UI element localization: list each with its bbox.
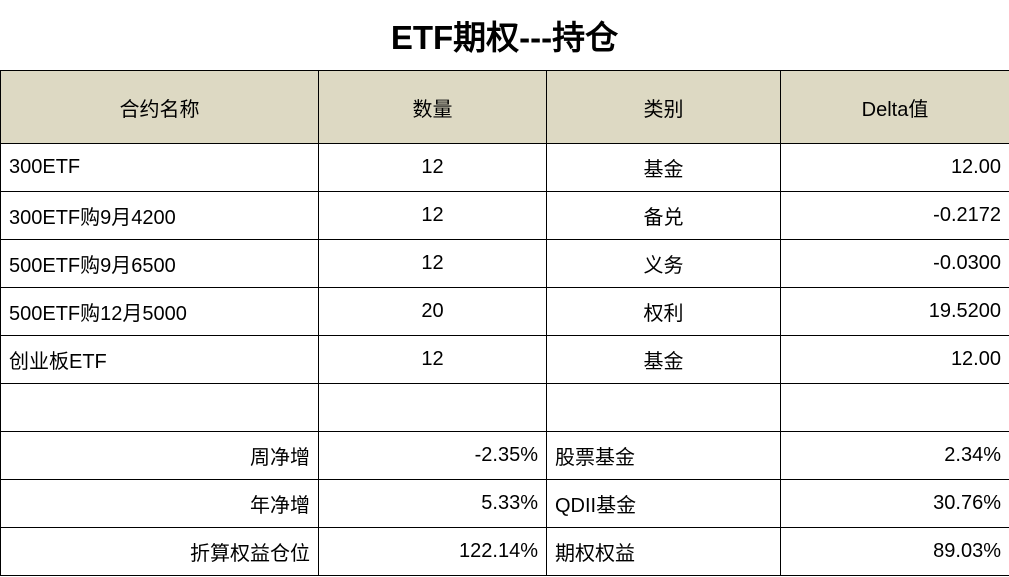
summary-label-2: 期权权益 (546, 527, 781, 576)
summary-value-2: 2.34% (780, 431, 1009, 480)
column-header-category: 类别 (546, 70, 781, 144)
table-row: 500ETF购9月6500 12 义务 -0.0300 (0, 239, 1009, 288)
title-bar: ETF期权---持仓 (0, 0, 1009, 70)
cell-category: 权利 (546, 287, 781, 336)
cell-category: 基金 (546, 335, 781, 384)
cell-delta: 19.5200 (780, 287, 1009, 336)
header-row: 合约名称 数量 类别 Delta值 (0, 70, 1009, 144)
cell-quantity: 12 (318, 239, 547, 288)
summary-label: 折算权益仓位 (0, 527, 319, 576)
page-title: ETF期权---持仓 (390, 19, 619, 56)
table-row: 500ETF购12月5000 20 权利 19.5200 (0, 287, 1009, 336)
cell-delta: -0.2172 (780, 191, 1009, 240)
cell-delta: -0.0300 (780, 239, 1009, 288)
column-header-quantity: 数量 (318, 70, 547, 144)
cell-contract-name: 500ETF购12月5000 (0, 287, 319, 336)
table-row: 300ETF 12 基金 12.00 (0, 143, 1009, 192)
summary-row: 年净增 5.33% QDII基金 30.76% (0, 479, 1009, 528)
summary-value-2: 30.76% (780, 479, 1009, 528)
summary-value: -2.35% (318, 431, 547, 480)
cell-quantity: 20 (318, 287, 547, 336)
summary-row: 折算权益仓位 122.14% 期权权益 89.03% (0, 527, 1009, 576)
empty-row (0, 383, 1009, 432)
empty-cell (546, 383, 781, 432)
summary-row: 周净增 -2.35% 股票基金 2.34% (0, 431, 1009, 480)
summary-value: 122.14% (318, 527, 547, 576)
table-row: 300ETF购9月4200 12 备兑 -0.2172 (0, 191, 1009, 240)
empty-cell (0, 383, 319, 432)
cell-contract-name: 300ETF (0, 143, 319, 192)
summary-label: 年净增 (0, 479, 319, 528)
summary-value: 5.33% (318, 479, 547, 528)
cell-contract-name: 500ETF购9月6500 (0, 239, 319, 288)
cell-category: 义务 (546, 239, 781, 288)
cell-contract-name: 300ETF购9月4200 (0, 191, 319, 240)
cell-category: 基金 (546, 143, 781, 192)
empty-cell (780, 383, 1009, 432)
cell-delta: 12.00 (780, 335, 1009, 384)
cell-quantity: 12 (318, 335, 547, 384)
summary-value-2: 89.03% (780, 527, 1009, 576)
cell-category: 备兑 (546, 191, 781, 240)
summary-label-2: 股票基金 (546, 431, 781, 480)
cell-quantity: 12 (318, 143, 547, 192)
cell-quantity: 12 (318, 191, 547, 240)
cell-contract-name: 创业板ETF (0, 335, 319, 384)
summary-label-2: QDII基金 (546, 479, 781, 528)
column-header-delta: Delta值 (780, 70, 1009, 144)
column-header-contract-name: 合约名称 (0, 70, 319, 144)
summary-label: 周净增 (0, 431, 319, 480)
cell-delta: 12.00 (780, 143, 1009, 192)
empty-cell (318, 383, 547, 432)
positions-table: 合约名称 数量 类别 Delta值 300ETF 12 基金 12.00 300… (0, 70, 1009, 576)
table-row: 创业板ETF 12 基金 12.00 (0, 335, 1009, 384)
